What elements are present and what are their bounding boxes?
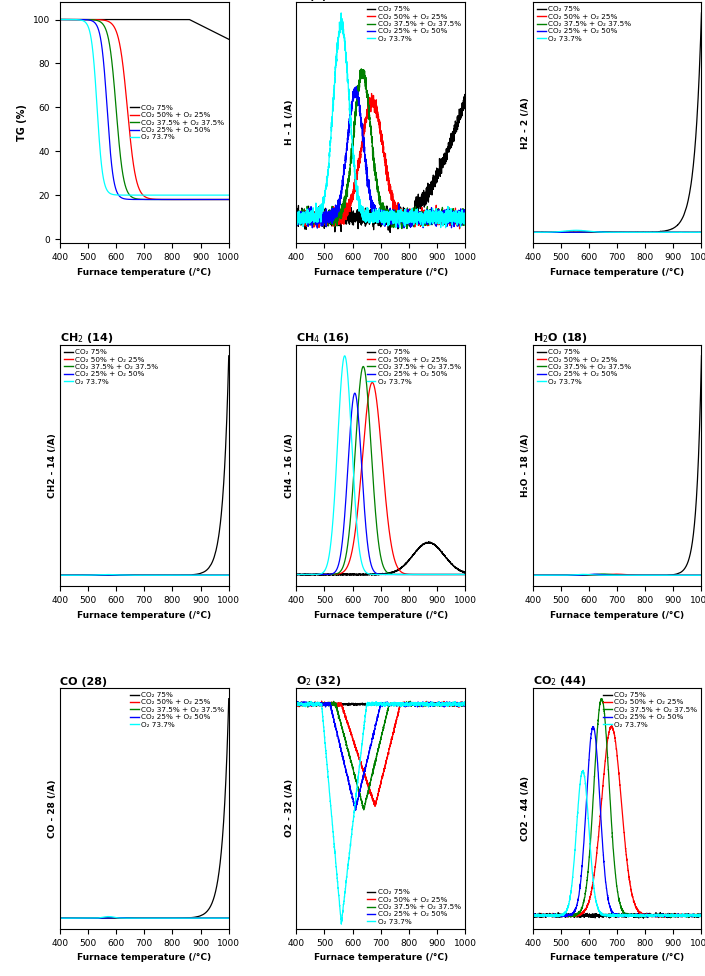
X-axis label: Furnace temperature (/°C): Furnace temperature (/°C)	[550, 267, 684, 276]
Legend: CO₂ 75%, CO₂ 50% + O₂ 25%, CO₂ 37.5% + O₂ 37.5%, CO₂ 25% + O₂ 50%, O₂ 73.7%: CO₂ 75%, CO₂ 50% + O₂ 25%, CO₂ 37.5% + O…	[537, 348, 632, 386]
Legend: CO₂ 75%, CO₂ 50% + O₂ 25%, CO₂ 37.5% + O₂ 37.5%, CO₂ 25% + O₂ 50%, O₂ 73.7%: CO₂ 75%, CO₂ 50% + O₂ 25%, CO₂ 37.5% + O…	[366, 348, 462, 386]
X-axis label: Furnace temperature (/°C): Furnace temperature (/°C)	[314, 611, 448, 620]
Y-axis label: O2 - 32 (/A): O2 - 32 (/A)	[285, 780, 293, 837]
Text: TG  %: TG %	[60, 0, 100, 2]
Y-axis label: H₂O - 18 (/A): H₂O - 18 (/A)	[521, 433, 530, 498]
Y-axis label: H2 - 2 (/A): H2 - 2 (/A)	[521, 97, 530, 148]
X-axis label: Furnace temperature (/°C): Furnace temperature (/°C)	[550, 611, 684, 620]
Legend: CO₂ 75%, CO₂ 50% + O₂ 25%, CO₂ 37.5% + O₂ 37.5%, CO₂ 25% + O₂ 50%, O₂ 73.7%: CO₂ 75%, CO₂ 50% + O₂ 25%, CO₂ 37.5% + O…	[366, 6, 462, 43]
Text: H$_2$O (18): H$_2$O (18)	[533, 331, 587, 345]
Text: CH$_4$ (16): CH$_4$ (16)	[296, 331, 350, 345]
Text: CO$_2$ (44): CO$_2$ (44)	[533, 673, 586, 688]
Y-axis label: CH2 - 14 (/A): CH2 - 14 (/A)	[48, 433, 57, 498]
Y-axis label: CO2 - 44 (/A): CO2 - 44 (/A)	[521, 776, 530, 841]
Text: CO (28): CO (28)	[60, 677, 107, 687]
X-axis label: Furnace temperature (/°C): Furnace temperature (/°C)	[550, 954, 684, 962]
X-axis label: Furnace temperature (/°C): Furnace temperature (/°C)	[314, 267, 448, 276]
X-axis label: Furnace temperature (/°C): Furnace temperature (/°C)	[78, 267, 212, 276]
Text: CH$_2$ (14): CH$_2$ (14)	[60, 331, 114, 345]
X-axis label: Furnace temperature (/°C): Furnace temperature (/°C)	[78, 611, 212, 620]
Y-axis label: TG (%): TG (%)	[18, 104, 27, 142]
Text: O$_2$ (32): O$_2$ (32)	[296, 673, 342, 688]
Y-axis label: H - 1 (/A): H - 1 (/A)	[285, 100, 293, 145]
Legend: CO₂ 75%, CO₂ 50% + O₂ 25%, CO₂ 37.5% + O₂ 37.5%, CO₂ 25% + O₂ 50%, O₂ 73.7%: CO₂ 75%, CO₂ 50% + O₂ 25%, CO₂ 37.5% + O…	[63, 348, 159, 386]
Text: H (1): H (1)	[296, 0, 327, 1]
Legend: CO₂ 75%, CO₂ 50% + O₂ 25%, CO₂ 37.5% + O₂ 37.5%, CO₂ 25% + O₂ 50%, O₂ 73.7%: CO₂ 75%, CO₂ 50% + O₂ 25%, CO₂ 37.5% + O…	[366, 888, 462, 925]
X-axis label: Furnace temperature (/°C): Furnace temperature (/°C)	[78, 954, 212, 962]
Y-axis label: CO - 28 (/A): CO - 28 (/A)	[48, 779, 57, 837]
Legend: CO₂ 75%, CO₂ 50% + O₂ 25%, CO₂ 37.5% + O₂ 37.5%, CO₂ 25% + O₂ 50%, O₂ 73.7%: CO₂ 75%, CO₂ 50% + O₂ 25%, CO₂ 37.5% + O…	[603, 691, 698, 728]
Legend: CO₂ 75%, CO₂ 50% + O₂ 25%, CO₂ 37.5% + O₂ 37.5%, CO₂ 25% + O₂ 50%, O₂ 73.7%: CO₂ 75%, CO₂ 50% + O₂ 25%, CO₂ 37.5% + O…	[130, 104, 225, 142]
Legend: CO₂ 75%, CO₂ 50% + O₂ 25%, CO₂ 37.5% + O₂ 37.5%, CO₂ 25% + O₂ 50%, O₂ 73.7%: CO₂ 75%, CO₂ 50% + O₂ 25%, CO₂ 37.5% + O…	[130, 691, 225, 728]
X-axis label: Furnace temperature (/°C): Furnace temperature (/°C)	[314, 954, 448, 962]
Legend: CO₂ 75%, CO₂ 50% + O₂ 25%, CO₂ 37.5% + O₂ 37.5%, CO₂ 25% + O₂ 50%, O₂ 73.7%: CO₂ 75%, CO₂ 50% + O₂ 25%, CO₂ 37.5% + O…	[537, 6, 632, 43]
Y-axis label: CH4 - 16 (/A): CH4 - 16 (/A)	[285, 433, 293, 498]
Text: H$_2$ (2): H$_2$ (2)	[533, 0, 570, 2]
